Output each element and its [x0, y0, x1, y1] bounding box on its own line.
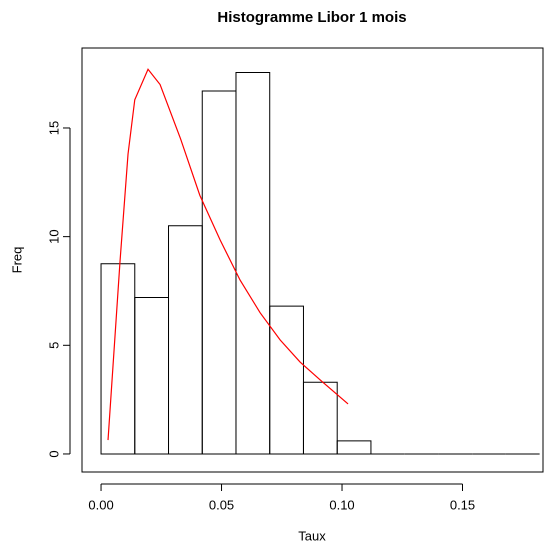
- x-tick-label: 0.05: [209, 497, 234, 512]
- plot-box: [81, 47, 544, 473]
- x-axis-label: Taux: [298, 528, 326, 543]
- histogram-bar: [302, 381, 338, 455]
- y-axis-label: Freq: [9, 247, 24, 274]
- y-tick-label: 15: [46, 121, 61, 135]
- histogram-bar: [336, 440, 372, 455]
- y-tick-label: 10: [46, 229, 61, 243]
- x-tick-label: 0.15: [450, 497, 475, 512]
- histogram-bar: [134, 296, 170, 455]
- histogram-bar: [269, 305, 304, 455]
- histogram-bar: [235, 72, 271, 455]
- x-tick-label: 0.00: [88, 497, 113, 512]
- histogram-bar: [201, 90, 237, 455]
- x-tick-label: 0.10: [329, 497, 354, 512]
- y-tick-label: 0: [46, 450, 61, 457]
- histogram-bar: [168, 225, 203, 455]
- chart-title: Histogramme Libor 1 mois: [217, 9, 406, 26]
- y-tick-label: 5: [46, 342, 61, 349]
- histogram-bar: [100, 263, 136, 455]
- density-curve: [107, 68, 349, 441]
